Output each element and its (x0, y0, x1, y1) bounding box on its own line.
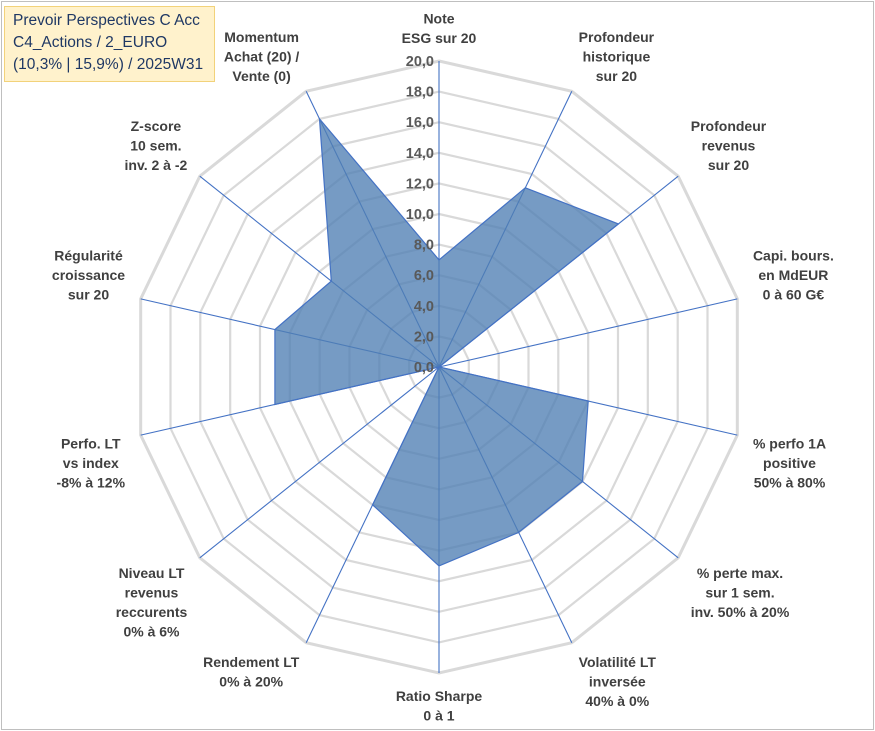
axis-label-line: revenus (125, 584, 179, 600)
tick-label: 16,0 (406, 115, 434, 131)
tick-label: 18,0 (406, 85, 434, 101)
tick-label: 8,0 (414, 238, 434, 254)
axis-label-line: 10 sem. (130, 138, 181, 154)
axis-label-line: 0% à 6% (123, 623, 180, 639)
axis-labels: Note ESG sur 20 Profondeur historique sur 20… (52, 11, 834, 724)
tick-label: 20,0 (406, 54, 434, 70)
tick-label: 6,0 (414, 268, 434, 284)
axis-label-line: Perfo. LT (61, 436, 121, 452)
axis-label-line: Vente (0) (232, 68, 290, 84)
axis-label-line: reccurents (116, 604, 188, 620)
axis-label: Profondeur revenus sur 20 (691, 118, 767, 173)
axis-label-line: historique (583, 48, 651, 64)
axis-label: Capi. bours. en MdEUR 0 à 60 G€ (753, 247, 834, 302)
axis-label-line: % perte max. (697, 565, 783, 581)
axis-label: Note ESG sur 20 (402, 11, 477, 47)
axis-label: % perte max. sur 1 sem. inv. 50% à 20% (691, 565, 790, 620)
axis-label: Momentum Achat (20) / Vente (0) (224, 29, 300, 84)
axis-label: % perfo 1A positive 50% à 80% (753, 436, 826, 491)
chart-title-box: Prevoir Perspectives C Acc C4_Actions / … (4, 6, 215, 82)
axis-label-line: inv. 50% à 20% (691, 604, 790, 620)
axis-label-line: Profondeur (691, 118, 767, 134)
axis-label-line: en MdEUR (758, 267, 828, 283)
title-line-1: Prevoir Perspectives C Acc (13, 12, 200, 29)
axis-label-line: Achat (20) / (224, 48, 300, 64)
axis-label-line: -8% à 12% (57, 475, 126, 491)
axis-label-line: Profondeur (579, 29, 655, 45)
tick-label: 0,0 (414, 360, 434, 376)
axis-label-line: sur 20 (708, 157, 749, 173)
axis-label-line: Volatilité LT (579, 654, 657, 670)
axis-label-line: Z-score (131, 118, 182, 134)
axis-label-line: Ratio Sharpe (396, 688, 483, 704)
axis-label-line: revenus (702, 138, 756, 154)
axis-label-line: Capi. bours. (753, 247, 834, 263)
axis-label-line: Rendement LT (203, 654, 300, 670)
title-line-3: (10,3% | 15,9%) / 2025W31 (13, 56, 204, 73)
axis-label-line: croissance (52, 267, 125, 283)
axis-label-line: Régularité (54, 247, 123, 263)
axis-label-line: inv. 2 à -2 (125, 157, 188, 173)
axis-label: Volatilité LT inversée 40% à 0% (579, 654, 657, 709)
axis-label-line: positive (763, 455, 816, 471)
axis-label-line: Niveau LT (119, 565, 185, 581)
axis-spoke (199, 366, 440, 559)
axis-label-line: Note (423, 11, 454, 27)
axis-label-line: % perfo 1A (753, 436, 826, 452)
axis-label-line: 0 à 1 (423, 708, 454, 724)
tick-label: 14,0 (406, 146, 434, 162)
axis-label-line: Momentum (224, 29, 299, 45)
axis-label-line: 40% à 0% (585, 693, 649, 709)
tick-label: 10,0 (406, 207, 434, 223)
axis-label-line: ESG sur 20 (402, 30, 477, 46)
axis-label-line: 50% à 80% (754, 475, 826, 491)
tick-label: 2,0 (414, 329, 434, 345)
axis-label: Ratio Sharpe 0 à 1 (396, 688, 483, 724)
axis-label: Régularité croissance sur 20 (52, 247, 125, 302)
tick-label: 4,0 (414, 299, 434, 315)
axis-label: Rendement LT 0% à 20% (203, 654, 300, 690)
axis-label-line: sur 20 (68, 286, 109, 302)
title-line-2: C4_Actions / 2_EURO (13, 34, 168, 51)
radar-data-area (274, 117, 620, 567)
tick-label: 12,0 (406, 176, 434, 192)
axis-label-line: 0 à 60 G€ (763, 286, 825, 302)
axis-label-line: sur 20 (596, 68, 637, 84)
axis-spoke (438, 298, 738, 368)
radial-tick-labels: 0,0 2,0 4,0 6,0 8,0 10,0 12,0 14,0 16,0 18,0 20,0 (406, 54, 434, 376)
axis-label-line: sur 1 sem. (705, 584, 774, 600)
axis-label-line: vs index (63, 455, 119, 471)
axis-label-line: inversée (589, 674, 646, 690)
axis-label: Profondeur historique sur 20 (579, 29, 655, 84)
axis-label: Niveau LT revenus reccurents 0% à 6% (116, 565, 188, 640)
axis-label: Z-score 10 sem. inv. 2 à -2 (125, 118, 188, 173)
axis-label-line: 0% à 20% (219, 674, 283, 690)
axis-label: Perfo. LT vs index -8% à 12% (57, 436, 126, 491)
